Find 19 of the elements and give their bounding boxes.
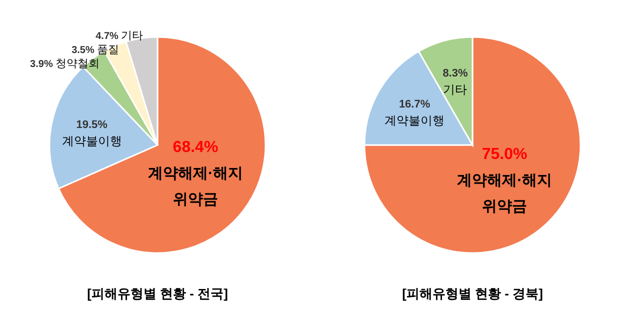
slice-label: 기타: [121, 30, 144, 42]
slice-label: 청약철회: [56, 58, 100, 70]
data-label: 19.5%: [76, 118, 108, 131]
data-label: 3.9%: [30, 58, 56, 70]
text: [피해유형별 현황 - 전국]: [87, 286, 228, 301]
slice-label: 품질: [97, 44, 120, 56]
slice-label: 계약불이행: [62, 134, 122, 148]
slice-label: 기타: [443, 82, 468, 96]
slice-label: 계약해제·해지 위약금: [457, 172, 552, 216]
data-label: 68.4%: [172, 138, 218, 156]
data-label: 16.7%: [398, 98, 430, 110]
slice-label: 계약불이행: [384, 113, 445, 128]
data-label: 3.5%: [72, 44, 98, 56]
data-label: 4.7%: [96, 30, 122, 42]
pie-slice: [364, 36, 582, 254]
data-label: 75.0%: [482, 146, 528, 164]
data-label: 8.3%: [442, 67, 468, 80]
text: [피해유형별 현황 - 경북]: [402, 286, 543, 301]
slice-label: 계약해제·해지 위약금: [148, 164, 243, 208]
